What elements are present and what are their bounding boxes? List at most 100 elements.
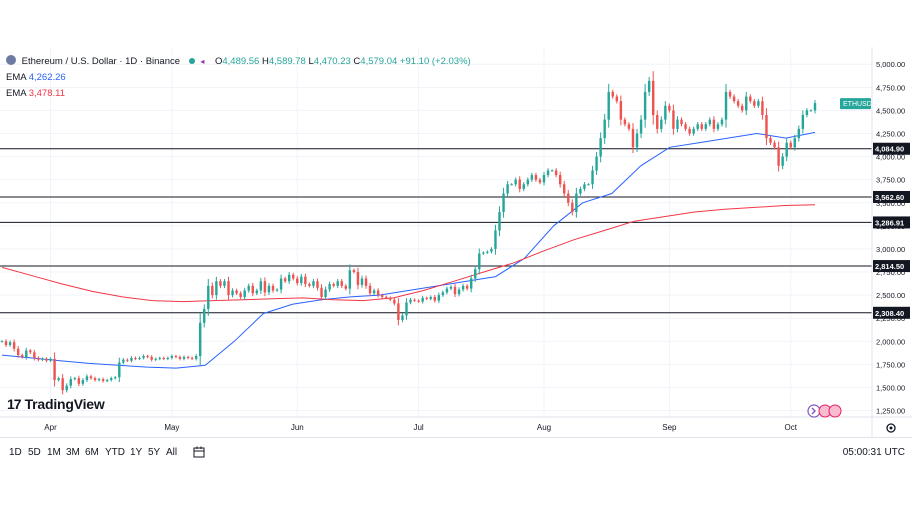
- calendar-goto-icon[interactable]: [193, 446, 205, 458]
- candle-body[interactable]: [57, 378, 60, 381]
- candle-body[interactable]: [409, 299, 412, 303]
- candle-body[interactable]: [502, 193, 505, 212]
- candle-body[interactable]: [332, 284, 335, 286]
- candle-body[interactable]: [518, 179, 521, 189]
- candle-body[interactable]: [97, 379, 101, 381]
- candle-body[interactable]: [118, 362, 121, 378]
- candle-body[interactable]: [530, 175, 534, 180]
- candle-body[interactable]: [77, 378, 81, 384]
- candle-body[interactable]: [25, 350, 28, 357]
- candle-body[interactable]: [219, 281, 222, 286]
- candle-body[interactable]: [684, 124, 687, 129]
- candle-body[interactable]: [813, 103, 817, 111]
- range-1d-button[interactable]: 1D: [9, 447, 22, 458]
- candle-body[interactable]: [417, 300, 420, 302]
- candle-body[interactable]: [526, 179, 530, 185]
- candle-body[interactable]: [344, 285, 348, 289]
- candle-body[interactable]: [275, 289, 279, 291]
- candle-body[interactable]: [688, 128, 691, 134]
- candle-body[interactable]: [797, 128, 801, 139]
- candle-body[interactable]: [69, 379, 72, 386]
- candle-body[interactable]: [534, 175, 538, 180]
- candle-body[interactable]: [376, 290, 380, 296]
- range-ytd-button[interactable]: YTD: [105, 447, 125, 458]
- range-1m-button[interactable]: 1M: [47, 447, 61, 458]
- candle-body[interactable]: [292, 274, 295, 279]
- candle-body[interactable]: [777, 147, 780, 166]
- candle-body[interactable]: [680, 119, 683, 125]
- candle-body[interactable]: [639, 119, 643, 134]
- ema-line-0[interactable]: [1, 131, 816, 369]
- candle-body[interactable]: [704, 124, 708, 129]
- candle-body[interactable]: [627, 124, 631, 129]
- candle-body[interactable]: [336, 281, 339, 286]
- candle-body[interactable]: [393, 299, 396, 304]
- candle-body[interactable]: [575, 193, 578, 212]
- candle-body[interactable]: [296, 278, 299, 284]
- candle-body[interactable]: [372, 290, 376, 294]
- candle-body[interactable]: [45, 358, 48, 361]
- candle-body[interactable]: [692, 128, 695, 134]
- candle-body[interactable]: [227, 281, 230, 296]
- candle-body[interactable]: [716, 124, 720, 129]
- candle-body[interactable]: [49, 358, 52, 361]
- candle-body[interactable]: [736, 101, 740, 106]
- candle-body[interactable]: [583, 184, 586, 189]
- candle-body[interactable]: [672, 110, 675, 129]
- candle-body[interactable]: [696, 124, 699, 129]
- symbol-row[interactable]: Ethereum / U.S. Dollar · 1D · Binance ◂ …: [6, 54, 471, 70]
- candle-body[interactable]: [732, 96, 736, 102]
- candle-body[interactable]: [85, 376, 89, 381]
- candle-body[interactable]: [603, 119, 606, 139]
- candle-body[interactable]: [405, 302, 408, 316]
- candle-body[interactable]: [668, 105, 671, 111]
- candle-body[interactable]: [255, 290, 259, 294]
- candle-body[interactable]: [789, 142, 792, 148]
- candle-body[interactable]: [263, 281, 267, 293]
- candle-body[interactable]: [53, 358, 56, 381]
- candle-body[interactable]: [364, 278, 368, 286]
- candle-body[interactable]: [676, 119, 679, 129]
- candle-body[interactable]: [449, 286, 453, 289]
- candle-body[interactable]: [122, 359, 125, 363]
- candle-body[interactable]: [700, 124, 703, 129]
- candle-body[interactable]: [93, 378, 97, 381]
- candle-body[interactable]: [271, 285, 275, 291]
- candle-body[interactable]: [579, 188, 582, 194]
- candle-body[interactable]: [308, 284, 311, 286]
- candle-body[interactable]: [73, 378, 77, 380]
- candle-body[interactable]: [550, 170, 554, 172]
- ema-slow-row[interactable]: EMA 3,478.11: [6, 86, 471, 102]
- candle-body[interactable]: [348, 270, 352, 289]
- candle-body[interactable]: [33, 352, 36, 358]
- candle-body[interactable]: [142, 356, 145, 358]
- candle-body[interactable]: [340, 281, 343, 286]
- candle-body[interactable]: [433, 296, 437, 301]
- candle-body[interactable]: [283, 278, 287, 282]
- candle-body[interactable]: [166, 357, 170, 359]
- candle-body[interactable]: [186, 356, 190, 358]
- ema-line-1[interactable]: [1, 204, 816, 303]
- candle-body[interactable]: [134, 357, 137, 359]
- candle-body[interactable]: [174, 356, 178, 358]
- candle-body[interactable]: [101, 379, 105, 381]
- candle-body[interactable]: [728, 91, 732, 97]
- candle-body[interactable]: [563, 184, 566, 194]
- candle-body[interactable]: [724, 91, 728, 120]
- candle-body[interactable]: [469, 278, 473, 289]
- candle-body[interactable]: [805, 110, 809, 116]
- candle-body[interactable]: [4, 341, 8, 345]
- candle-body[interactable]: [793, 138, 796, 148]
- candle-body[interactable]: [429, 296, 432, 299]
- range-6m-button[interactable]: 6M: [85, 447, 99, 458]
- candle-body[interactable]: [352, 270, 356, 273]
- range-3m-button[interactable]: 3M: [66, 447, 80, 458]
- candle-body[interactable]: [207, 285, 210, 309]
- candle-body[interactable]: [607, 91, 610, 120]
- candle-body[interactable]: [12, 342, 16, 349]
- candle-body[interactable]: [486, 251, 489, 253]
- candle-body[interactable]: [740, 105, 744, 111]
- candle-body[interactable]: [809, 110, 813, 112]
- candle-body[interactable]: [328, 284, 331, 290]
- candle-body[interactable]: [542, 175, 546, 183]
